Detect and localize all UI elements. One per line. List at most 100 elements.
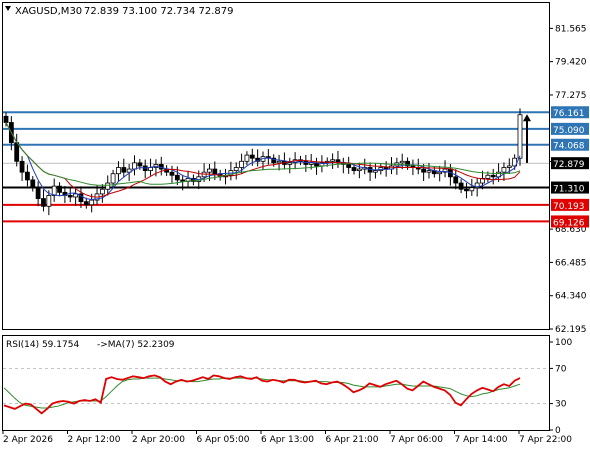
level-price-tag: [551, 157, 589, 170]
candle-body: [506, 165, 512, 168]
candle-body: [105, 182, 111, 190]
price-axis-label: 81.565: [555, 24, 587, 34]
candle-body: [57, 185, 62, 193]
chart-menu-triangle-icon[interactable]: [5, 6, 11, 11]
ohlc-values: 72.839 73.100 72.734 72.879: [84, 6, 234, 17]
candle-body: [480, 177, 485, 184]
candle-body: [490, 174, 496, 178]
candle-body: [501, 167, 507, 173]
time-axis-label: 7 Apr 14:00: [455, 435, 508, 445]
candle-body: [276, 160, 282, 164]
level-price-tag: [551, 106, 589, 119]
level-price-tag: [551, 138, 589, 151]
candle-body: [169, 171, 175, 176]
level-price-label: 71.310: [553, 185, 585, 195]
candle-body: [474, 182, 480, 189]
candle-body: [110, 173, 116, 184]
candle-body: [14, 142, 20, 162]
level-price-label: 72.879: [553, 160, 585, 170]
candle-body: [464, 188, 469, 192]
candle-body: [399, 160, 405, 164]
level-price-label: 75.090: [553, 126, 585, 136]
level-price-tag: [551, 198, 589, 211]
level-price-tag: [551, 181, 589, 194]
candle-body: [116, 167, 121, 175]
candle-body: [137, 162, 143, 167]
price-axis-label: 62.195: [555, 325, 587, 335]
candle-body: [356, 168, 362, 172]
candle-body: [405, 160, 410, 167]
up-arrow-icon: [523, 114, 531, 122]
candle-body: [190, 177, 196, 182]
rsi-axis-label: 100: [555, 338, 572, 348]
candle-body: [126, 168, 132, 173]
candle-body: [25, 171, 30, 181]
candle-body: [73, 193, 79, 198]
candle-body: [212, 168, 218, 175]
symbol-timeframe: XAGUSD,M30: [15, 6, 82, 17]
candle-body: [469, 187, 475, 192]
candles-layer: [3, 108, 523, 216]
candle-body: [233, 167, 239, 172]
price-axis-label: 79.420: [555, 58, 587, 68]
candle-body: [453, 176, 459, 184]
price-axis-label: 68.630: [555, 225, 587, 235]
candle-body: [442, 168, 448, 173]
candle-body: [67, 195, 73, 198]
time-axis-label: 6 Apr 13:00: [261, 435, 314, 445]
level-labels-layer: 76.161 75.090 74.068 72.879 71.310 70.193 69.1…: [523, 106, 589, 228]
rsi-panel-frame: [2, 335, 550, 431]
time-axis-label: 7 Apr 22:00: [519, 435, 572, 445]
candle-body: [426, 170, 432, 173]
candle-body: [512, 157, 518, 167]
candle-body: [351, 167, 357, 172]
main-chart-frame: [2, 2, 550, 330]
candle-body: [308, 162, 314, 165]
candle-body: [89, 199, 95, 206]
price-axis-label: 77.275: [555, 91, 587, 101]
ma-mid-line: [5, 122, 521, 198]
level-price-tag: [551, 122, 589, 135]
time-axis-label: 2 Apr 2026: [3, 435, 53, 445]
level-price-label: 70.193: [553, 202, 585, 212]
candle-body: [132, 162, 137, 170]
level-price-label: 74.068: [553, 142, 585, 152]
candle-body: [207, 168, 212, 173]
candle-body: [83, 201, 89, 206]
time-axis-label: 2 Apr 12:00: [68, 435, 121, 445]
candle-body: [517, 114, 523, 159]
candle-body: [485, 174, 491, 179]
candle-body: [437, 171, 443, 175]
ma-fast-line: [5, 122, 521, 201]
candle-body: [174, 174, 180, 181]
candle-body: [239, 160, 244, 168]
candle-body: [78, 193, 84, 203]
rsi-line: [3, 374, 521, 415]
candle-body: [99, 188, 105, 195]
candle-body: [19, 160, 25, 173]
time-axis-label: 6 Apr 21:00: [326, 435, 379, 445]
level-price-label: 76.161: [553, 109, 585, 119]
axes-layer: 81.56579.42077.27572.98568.63066.48564.3…: [2, 24, 587, 445]
candle-body: [46, 195, 52, 207]
time-axis-label: 6 Apr 05:00: [197, 435, 250, 445]
candle-body: [41, 198, 46, 207]
candle-body: [244, 154, 250, 162]
rsi-ma-label: ->MA(7) 52.2309: [97, 340, 175, 350]
level-price-tag: [551, 215, 589, 228]
candle-body: [3, 115, 9, 123]
candle-body: [287, 162, 293, 165]
level-price-label: 69.126: [553, 218, 585, 228]
rsi-layer: [3, 367, 549, 415]
rsi-axis-label: 0: [555, 426, 561, 436]
price-axis-label: 66.485: [555, 258, 587, 268]
time-axis-label: 7 Apr 06:00: [390, 435, 443, 445]
candle-body: [121, 167, 127, 173]
moving-averages-layer: [5, 122, 521, 201]
ma-slow-line: [5, 122, 521, 186]
candle-body: [373, 170, 378, 173]
candle-body: [346, 164, 352, 168]
time-axis-label: 2 Apr 20:00: [132, 435, 185, 445]
